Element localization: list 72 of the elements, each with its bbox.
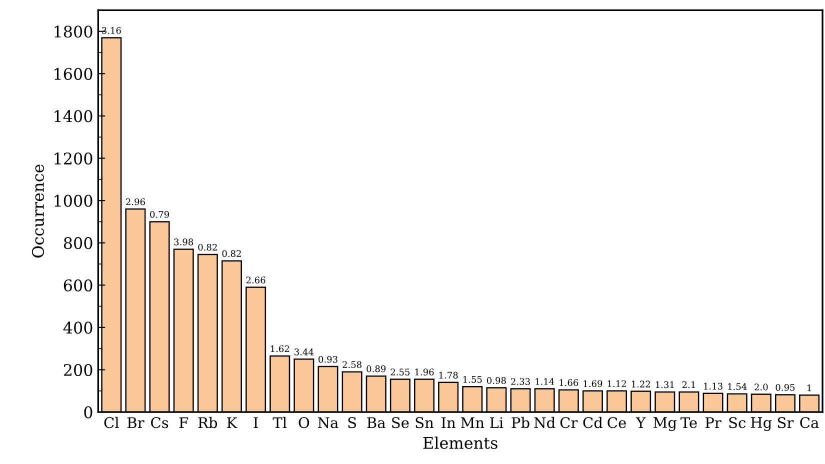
x-tick-label: Cl: [104, 416, 119, 428]
x-tick-label: Se: [392, 417, 409, 428]
annotation: 1: [808, 384, 811, 392]
y-tick-label: 1400: [54, 110, 92, 122]
y-tick-label: 200: [64, 364, 92, 376]
x-tick-label: Sn: [416, 417, 434, 428]
y-tick-label: 1000: [54, 194, 92, 207]
annotation: 2.96: [126, 198, 145, 206]
annotation: 1.14: [536, 378, 554, 385]
annotation: 1.12: [608, 380, 626, 388]
x-tick-label: Hg: [750, 417, 772, 432]
x-tick-label: Pb: [512, 416, 530, 428]
x-tick-label: Rb: [198, 416, 218, 428]
x-tick-label: Sc: [729, 417, 746, 428]
annotation: 2.55: [390, 368, 410, 376]
x-tick-label: K: [227, 417, 238, 428]
annotation: 2.33: [511, 378, 530, 385]
y-tick-label: 0: [84, 406, 92, 418]
x-tick-label: I: [254, 417, 258, 428]
x-tick-label: Ce: [608, 417, 626, 428]
x-tick-label: Pr: [705, 417, 722, 428]
x-tick-label: Mg: [653, 417, 677, 432]
annotation: 3.44: [294, 348, 314, 356]
x-tick-label: Br: [127, 417, 144, 428]
y-tick-label: 1200: [54, 152, 92, 165]
x-tick-label: Y: [636, 417, 646, 428]
x-tick-label: Cd: [583, 416, 603, 428]
annotation: 0.79: [150, 211, 169, 218]
x-tick-label: F: [179, 417, 188, 428]
annotation: 1.96: [415, 368, 434, 376]
annotation: 0.82: [222, 250, 241, 257]
x-tick-label: Nd: [534, 416, 556, 428]
annotation: 0.95: [776, 384, 795, 391]
y-tick-label: 400: [63, 322, 92, 334]
y-axis-title: Occurrence: [32, 164, 44, 258]
x-tick-label: Te: [680, 417, 697, 428]
annotation: 1.54: [728, 383, 747, 390]
x-tick-label: Cr: [560, 417, 578, 428]
y-tick-label: 600: [64, 279, 92, 292]
annotation: 0.98: [486, 377, 506, 384]
annotation: 3.16: [102, 27, 121, 34]
annotation: 0.89: [366, 365, 386, 372]
x-tick-label: Ca: [800, 417, 819, 428]
y-tick-label: 800: [64, 237, 92, 250]
x-tick-label: S: [348, 417, 356, 428]
y-tick-label: 1800: [54, 26, 92, 38]
annotation: 2.58: [342, 361, 362, 368]
x-axis-title: Elements: [423, 436, 498, 449]
annotation: 0.82: [198, 244, 217, 251]
annotation: 2.0: [754, 384, 768, 390]
annotation: 1.22: [632, 380, 650, 388]
annotation: 1.31: [656, 381, 674, 388]
y-tick-label: 1600: [54, 68, 92, 80]
annotation: 1.66: [560, 379, 578, 386]
annotation: 2.66: [246, 276, 266, 284]
annotation: 1.55: [463, 376, 482, 383]
x-tick-label: Ba: [367, 417, 386, 428]
x-tick-label: In: [442, 417, 456, 428]
annotation: 0.93: [318, 356, 338, 363]
annotation: 1.78: [439, 372, 458, 379]
annotation: 1.62: [270, 345, 290, 352]
x-tick-label: O: [298, 417, 310, 428]
annotation: 1.69: [584, 380, 602, 388]
annotation: 2.1: [682, 381, 695, 388]
annotation: 1.13: [704, 382, 722, 390]
x-tick-label: Li: [490, 417, 504, 428]
x-tick-label: Tl: [272, 416, 287, 428]
x-tick-label: Mn: [460, 417, 484, 428]
x-tick-label: Cs: [151, 417, 168, 428]
x-tick-label: Sr: [778, 417, 794, 428]
x-tick-label: Na: [318, 417, 338, 428]
annotation: 3.98: [174, 238, 194, 246]
